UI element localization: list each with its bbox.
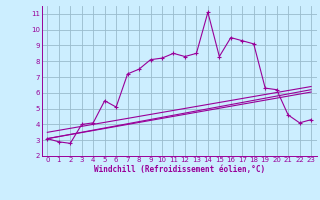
X-axis label: Windchill (Refroidissement éolien,°C): Windchill (Refroidissement éolien,°C) — [94, 165, 265, 174]
